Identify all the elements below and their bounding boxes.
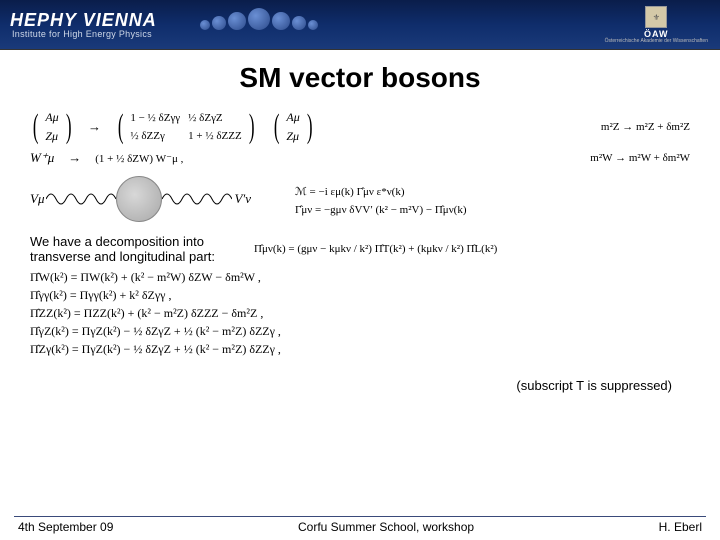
eq1-lhs-bot: Zμ [45,129,58,144]
eq1-rhs-bot: Zμ [286,129,299,144]
eq2-lhs: W⁺μ [30,150,54,166]
page-title: SM vector bosons [0,62,720,94]
oaw-logo: ⚜ ÖAW Österreichische Akademie der Wisse… [605,6,708,44]
decomposition-eq: Π̂μν(k) = (gμν − kμkν / k²) Π̂T(k²) + (k… [254,243,497,255]
hephy-logo-block: HEPHY VIENNA Institute for High Energy P… [10,10,157,39]
oaw-crest-icon: ⚜ [645,6,667,28]
eq-w-transform: W⁺μ → (1 + ½ δZW) W⁻μ , m²W → m²W + δm²W [30,150,690,166]
feyn-left-label: Vμ [30,191,44,207]
eq1-arrow: → [88,119,101,135]
hephy-logo-text: HEPHY VIENNA [10,10,157,31]
feyn-right-label: V′ν [234,191,251,207]
eq1-lhs-top: Aμ [45,110,58,125]
oaw-subtext: Österreichische Akademie der Wissenschaf… [605,39,708,44]
decomposition-note: We have a decomposition into transverse … [30,234,220,264]
eq-pi-zg: Π̂Zγ(k²) = ΠγZ(k²) − ½ δZγZ + ½ (k² − m²… [30,342,690,357]
feyn-gamma: Γ̂μν = −gμν δVV′ (k² − m²V) − Π̂μν(k) [295,204,466,216]
eq-pi-gg: Π̂γγ(k²) = Πγγ(k²) + k² δZγγ , [30,288,690,303]
eq2-mass: m²W → m²W + δm²W [590,152,690,164]
eq1-m21: ½ δZZγ [130,130,180,142]
feyn-amplitude: ℳ = −i εμ(k) Γ̂μν ε*ν(k) [295,185,466,198]
feyn-equations: ℳ = −i εμ(k) Γ̂μν ε*ν(k) Γ̂μν = −gμν δVV… [295,185,466,216]
feynman-diagram: Vμ V′ν [30,176,251,222]
eq2-rhs: (1 + ½ δZW) W⁻μ , [95,152,183,165]
blob-icon [116,176,162,222]
eq1-m11: 1 − ½ δZγγ [130,112,180,124]
eq2-arrow: → [68,150,81,166]
hephy-subtitle: Institute for High Energy Physics [12,29,157,39]
eq-pi-w: Π̂W(k²) = ΠW(k²) + (k² − m²W) δZW − δm²W… [30,270,690,285]
pi-hat-equations: Π̂W(k²) = ΠW(k²) + (k² − m²W) δZW − δm²W… [30,270,690,357]
eq-gauge-rotation: ( AμZμ ) → ( 1 − ½ δZγγ ½ δZZγ ½ δZγZ 1 … [30,110,690,144]
footer-venue: Corfu Summer School, workshop [298,520,474,534]
eq-pi-zz: Π̂ZZ(k²) = ΠZZ(k²) + (k² − m²Z) δZZZ − δ… [30,306,690,321]
eq-pi-gz: Π̂γZ(k²) = ΠγZ(k²) − ½ δZγZ + ½ (k² − m²… [30,324,690,339]
footer-date: 4th September 09 [18,520,113,534]
subscript-note: (subscript T is suppressed) [516,378,672,393]
eq1-rhs-top: Aμ [286,110,299,125]
slide-footer: 4th September 09 Corfu Summer School, wo… [0,520,720,534]
slide-header: HEPHY VIENNA Institute for High Energy P… [0,0,720,50]
eq1-m22: 1 + ½ δZZZ [188,130,242,142]
feynman-row: Vμ V′ν ℳ = −i εμ(k) Γ̂μν ε*ν(k) Γ̂μν = −… [30,172,690,228]
wavy-line-icon [46,189,116,209]
decorative-bubbles [200,8,318,30]
slide-content: ( AμZμ ) → ( 1 − ½ δZγγ ½ δZZγ ½ δZγZ 1 … [0,94,720,357]
eq1-mass: m²Z → m²Z + δm²Z [601,121,690,133]
decomp-row: We have a decomposition into transverse … [30,234,690,264]
eq1-m12: ½ δZγZ [188,112,242,124]
wavy-line-icon [162,189,232,209]
footer-author: H. Eberl [659,520,702,534]
